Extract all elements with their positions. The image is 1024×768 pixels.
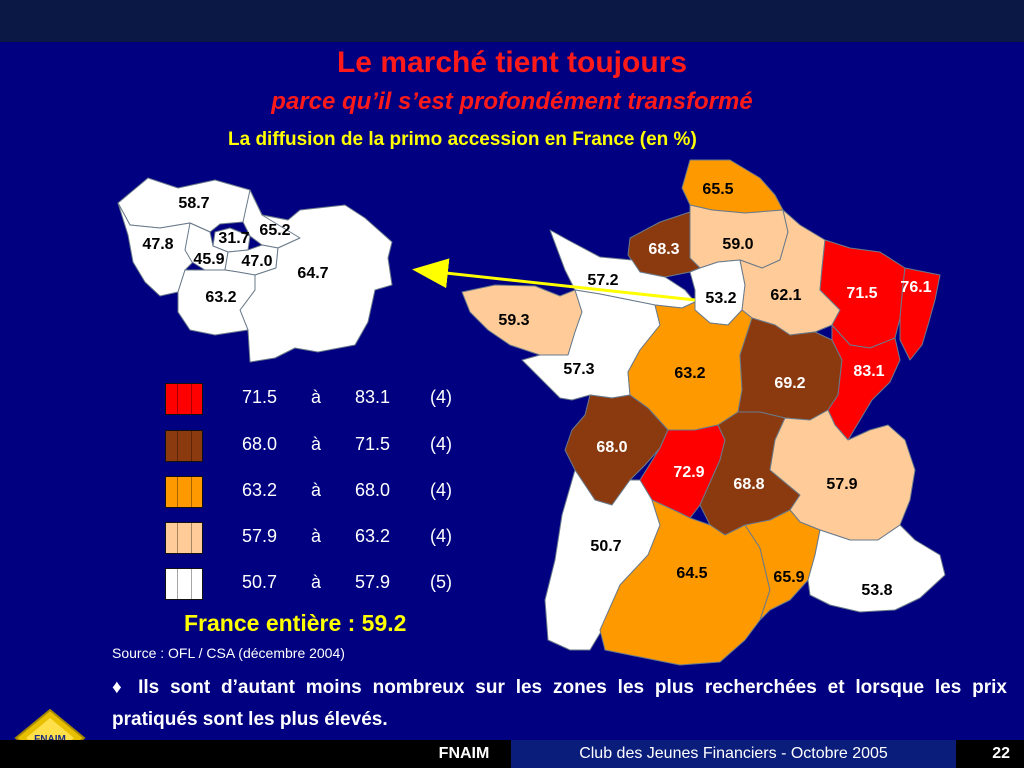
label-languedoc-roussillon: 65.9 [773,569,804,586]
label-seine-saint-denis: 65.2 [259,222,290,239]
label-franche-comte: 83.1 [853,363,884,380]
label-rhone-alpes: 57.9 [826,476,857,493]
label-seine-et-marne: 64.7 [297,265,328,282]
idf-labels: 58.7 47.8 31.7 65.2 45.9 47.0 64.7 63.2 [142,195,328,306]
legend-from: 63.2 [242,480,278,500]
map-title: La diffusion de la primo accession en Fr… [228,129,697,150]
label-poitou-charentes: 68.0 [596,439,627,456]
idf-seine-et-marne [239,204,393,363]
legend-to: 68.0 [355,480,391,500]
legend-sep: à [311,434,322,454]
legend-from: 68.0 [242,434,278,454]
footer-event: Club des Jeunes Financiers - Octobre 200… [511,740,956,768]
slide-title: Le marché tient toujours [336,46,688,79]
legend-count: (4) [430,526,452,546]
label-paca: 53.8 [861,582,892,599]
region-paca [807,524,946,613]
label-yvelines: 47.8 [142,236,173,253]
region-rhone-alpes [769,409,916,541]
label-lorraine: 71.5 [846,285,877,302]
label-bourgogne: 69.2 [774,375,805,392]
label-picardie: 59.0 [722,236,753,253]
label-essonne: 63.2 [205,289,236,306]
legend-swatch [165,476,203,508]
legend-to: 83.1 [355,387,391,407]
logo-text: FNAIM [34,734,66,745]
source-note: Source : OFL / CSA (décembre 2004) [112,645,345,661]
region-midi-pyrenees [599,499,771,666]
france-total: France entière : 59.2 [184,610,407,636]
region-labels: 65.5 59.0 68.3 57.2 53.2 62.1 71.5 76.1 … [498,181,931,599]
label-champagne-ardenne: 62.1 [770,287,801,304]
region-alsace [899,267,941,361]
legend-count: (4) [430,480,452,500]
legend-sep: à [311,526,322,546]
legend-sep: à [311,387,322,407]
label-ile-de-france: 53.2 [705,290,736,307]
label-midi-pyrenees: 64.5 [676,565,707,582]
label-hauts-de-seine: 45.9 [193,251,224,268]
legend-from: 50.7 [242,572,278,592]
region-franche-comte [827,324,901,441]
legend-to: 63.2 [355,526,391,546]
legend-swatch [165,568,203,600]
legend-from: 71.5 [242,387,278,407]
label-aquitaine: 50.7 [590,538,621,555]
legend-to: 71.5 [355,434,391,454]
legend-swatch [165,430,203,462]
label-val-de-marne: 47.0 [241,253,272,270]
footer-brand: FNAIM [418,740,510,768]
legend-sep: à [311,480,322,500]
legend-count: (4) [430,434,452,454]
label-limousin: 72.9 [673,464,704,481]
slide-subtitle: parce qu’il s’est profondément transform… [271,88,753,115]
legend-to: 57.9 [355,572,391,592]
bullet-text: ♦ Ils sont d’autant moins nombreux sur l… [112,677,1007,730]
top-bar [0,0,1024,42]
label-alsace: 76.1 [900,279,931,296]
page-number: 22 [992,745,1010,762]
label-auvergne: 68.8 [733,476,764,493]
idf-essonne [177,269,256,336]
label-centre: 63.2 [674,365,705,382]
legend-from: 57.9 [242,526,278,546]
label-haute-normandie: 68.3 [648,241,679,258]
label-basse-normandie: 57.2 [587,272,618,289]
legend-count: (4) [430,387,452,407]
label-nord-pas-de-calais: 65.5 [702,181,733,198]
zoom-arrow [412,258,696,302]
legend-count: (5) [430,572,452,592]
label-pays-de-la-loire: 57.3 [563,361,594,378]
legend-swatch [165,383,203,415]
label-bretagne: 59.3 [498,312,529,329]
legend-sep: à [311,572,322,592]
label-paris: 31.7 [218,230,249,247]
legend-swatch [165,522,203,554]
label-val-doise: 58.7 [178,195,209,212]
